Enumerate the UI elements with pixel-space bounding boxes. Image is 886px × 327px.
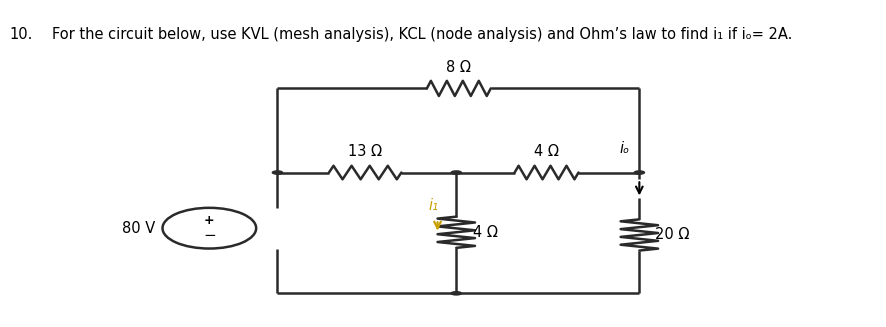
Text: 20 Ω: 20 Ω	[654, 228, 688, 242]
Circle shape	[451, 292, 461, 295]
Text: 80 V: 80 V	[122, 221, 156, 236]
Circle shape	[633, 171, 644, 174]
Text: 4 Ω: 4 Ω	[533, 144, 558, 159]
Text: 10.: 10.	[9, 27, 33, 42]
Text: i₁: i₁	[428, 198, 438, 213]
Circle shape	[451, 171, 461, 174]
Text: iₒ: iₒ	[618, 141, 628, 156]
Circle shape	[272, 171, 283, 174]
Text: +: +	[204, 214, 214, 227]
Text: 13 Ω: 13 Ω	[348, 144, 382, 159]
Text: −: −	[203, 229, 215, 243]
Text: 8 Ω: 8 Ω	[446, 60, 470, 75]
Text: For the circuit below, use KVL (mesh analysis), KCL (node analysis) and Ohm’s la: For the circuit below, use KVL (mesh ana…	[51, 27, 791, 42]
Text: 4 Ω: 4 Ω	[473, 225, 498, 240]
